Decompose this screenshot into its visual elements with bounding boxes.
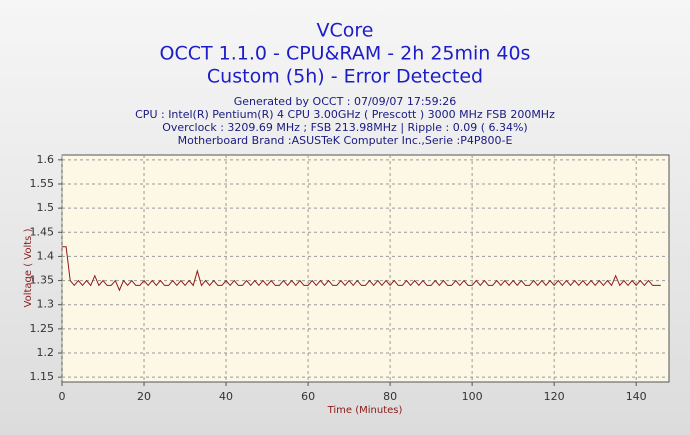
- x-axis-label: Time (Minutes): [327, 405, 403, 416]
- y-tick-label: 1.6: [37, 153, 55, 166]
- x-tick-label: 60: [301, 390, 315, 403]
- subtitle: Overclock : 3209.69 MHz ; FSB 213.98MHz …: [162, 121, 527, 134]
- data-line: [62, 246, 661, 292]
- subtitle: CPU : Intel(R) Pentium(R) 4 CPU 3.00GHz …: [135, 108, 555, 121]
- y-tick-label: 1.15: [30, 370, 55, 383]
- y-tick-label: 1.25: [30, 322, 55, 335]
- y-axis-label: Voltage ( Volts ): [23, 228, 34, 307]
- y-tick-label: 1.5: [37, 201, 55, 214]
- y-tick-label: 1.3: [37, 298, 55, 311]
- subtitle: Generated by OCCT : 07/09/07 17:59:26: [234, 95, 457, 108]
- y-tick-label: 1.4: [37, 249, 55, 262]
- plot-area: [61, 154, 670, 383]
- y-tick-label: 1.2: [37, 346, 55, 359]
- x-tick-label: 100: [462, 390, 483, 403]
- x-tick-label: 80: [383, 390, 397, 403]
- x-tick-label: 120: [544, 390, 565, 403]
- subtitle: Motherboard Brand :ASUSTeK Computer Inc.…: [178, 134, 513, 147]
- y-tick-label: 1.55: [30, 177, 55, 190]
- chart-title-line: Custom (5h) - Error Detected: [207, 66, 483, 88]
- chart-title: VCore: [317, 20, 374, 42]
- x-tick-label: 140: [626, 390, 647, 403]
- x-tick-label: 20: [137, 390, 151, 403]
- y-tick-label: 1.35: [30, 274, 55, 287]
- x-tick-label: 0: [59, 390, 66, 403]
- y-tick-label: 1.45: [30, 225, 55, 238]
- chart-title-line: OCCT 1.1.0 - CPU&RAM - 2h 25min 40s: [160, 43, 531, 65]
- x-tick-label: 40: [219, 390, 233, 403]
